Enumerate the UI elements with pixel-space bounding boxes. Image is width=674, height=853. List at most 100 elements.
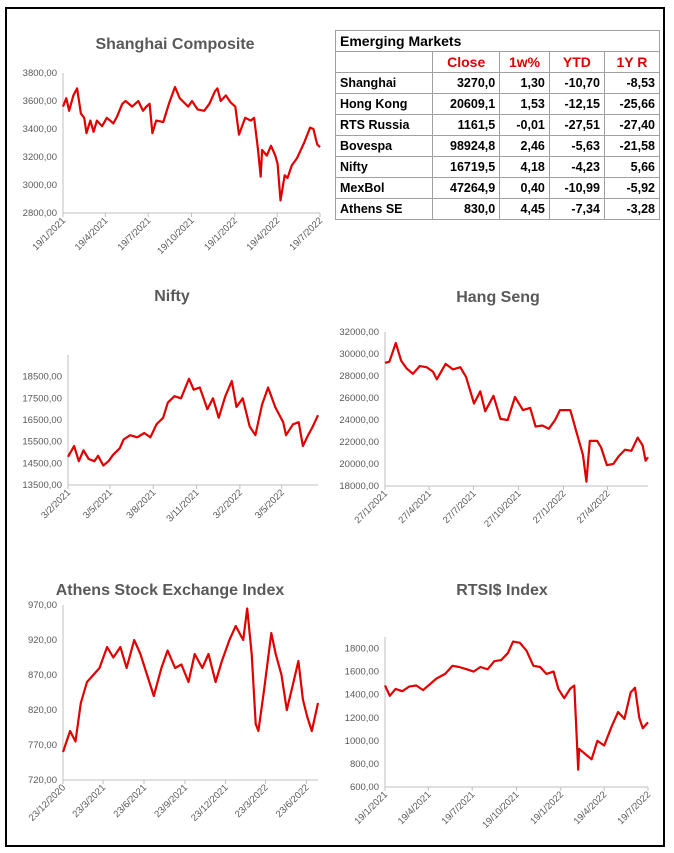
x-tick-label: 19/10/2021 [155, 215, 196, 256]
row-close: 830,0 [432, 198, 501, 220]
row-name: Hong Kong [334, 93, 434, 115]
header-1y: 1Y R [603, 51, 661, 73]
series-line [61, 85, 321, 202]
x-tick-label: 27/1/2022 [531, 488, 569, 526]
x-tick-label: 23/9/2021 [152, 782, 190, 820]
row-name: MexBol [334, 177, 434, 199]
x-tick-label: 3/5/2021 [81, 487, 115, 521]
y-tick-label: 1200,00 [345, 713, 379, 724]
x-tick-label: 23/3/2022 [233, 782, 271, 820]
y-tick-label: 18500,00 [22, 372, 62, 383]
y-tick-label: 3400,00 [23, 124, 57, 135]
x-tick-label: 19/7/2022 [615, 789, 653, 827]
x-tick-label: 23/12/2021 [189, 782, 230, 823]
y-tick-label: 1800,00 [345, 644, 379, 655]
x-tick-label: 27/10/2021 [482, 488, 523, 529]
table-row: Athens SE 830,0 4,45 -7,34 -3,28 [334, 198, 661, 220]
header-1w: 1w% [499, 51, 550, 73]
x-tick-label: 3/2/2021 [39, 487, 73, 521]
y-tick-label: 600,00 [350, 782, 379, 793]
row-1y: -25,66 [603, 93, 661, 115]
row-name: Nifty [334, 156, 434, 178]
chart-title: Hang Seng [456, 289, 540, 306]
table-row: Hong Kong 20609,1 1,53 -12,15 -25,66 [334, 93, 661, 115]
row-close: 20609,1 [432, 93, 501, 115]
x-tick-label: 27/4/2022 [575, 488, 613, 526]
y-tick-label: 800,00 [350, 759, 379, 770]
x-tick-label: 19/1/2022 [202, 215, 240, 253]
x-tick-label: 27/1/2021 [352, 488, 390, 526]
header-close: Close [432, 51, 501, 73]
x-tick-label: 19/4/2021 [73, 215, 111, 253]
emerging-markets-table: Emerging Markets Close 1w% YTD 1Y R Shan… [334, 30, 661, 220]
row-ytd: -10,99 [548, 177, 605, 199]
series-line [67, 377, 319, 467]
x-tick-label: 19/4/2022 [572, 789, 610, 827]
row-name: Bovespa [334, 135, 434, 157]
x-tick-label: 19/4/2021 [396, 789, 434, 827]
x-tick-label: 19/7/2022 [287, 215, 325, 253]
y-tick-label: 970,00 [28, 600, 57, 611]
x-tick-label: 19/1/2022 [528, 789, 566, 827]
table-row: MexBol 47264,9 0,40 -10,99 -5,92 [334, 177, 661, 199]
y-tick-label: 22000,00 [339, 437, 379, 448]
y-tick-label: 28000,00 [339, 371, 379, 382]
chart-nifty: Nifty 13500,00 14500,00 15500,00 16500,00 175… [22, 288, 319, 525]
chart-hang-seng: Hang Seng 18000,00 20000,00 22000,00 24000,0… [339, 289, 649, 530]
row-1w: 4,18 [499, 156, 550, 178]
row-ytd: -5,63 [548, 135, 605, 157]
series-line [384, 640, 649, 771]
y-tick-label: 26000,00 [339, 393, 379, 404]
x-tick-label: 19/4/2022 [245, 215, 283, 253]
table-title: Emerging Markets [335, 30, 660, 52]
row-1w: 1,53 [499, 93, 550, 115]
row-close: 98924,8 [432, 135, 501, 157]
x-tick-label: 27/4/2021 [396, 488, 434, 526]
y-tick-label: 16500,00 [22, 415, 62, 426]
row-ytd: -7,34 [548, 198, 605, 220]
y-tick-label: 770,00 [28, 740, 57, 751]
chart-title: Nifty [154, 288, 190, 305]
y-tick-label: 920,00 [28, 635, 57, 646]
table-row: Nifty 16719,5 4,18 -4,23 5,66 [334, 156, 661, 178]
header-ytd: YTD [548, 51, 605, 73]
series-line [61, 607, 320, 753]
row-ytd: -12,15 [548, 93, 605, 115]
row-close: 16719,5 [432, 156, 501, 178]
row-1y: -8,53 [603, 72, 661, 94]
y-tick-label: 24000,00 [339, 415, 379, 426]
row-close: 1161,5 [432, 114, 501, 136]
table-title-row: Emerging Markets [335, 30, 660, 52]
x-tick-label: 3/11/2021 [164, 487, 201, 524]
row-1w: 4,45 [499, 198, 550, 220]
y-tick-label: 720,00 [28, 775, 57, 786]
x-tick-label: 27/7/2021 [441, 488, 479, 526]
y-tick-label: 30000,00 [339, 349, 379, 360]
table-row: Bovespa 98924,8 2,46 -5,63 -21,58 [334, 135, 661, 157]
row-1w: 0,40 [499, 177, 550, 199]
x-tick-label: 23/6/2022 [274, 782, 312, 820]
row-close: 47264,9 [432, 177, 501, 199]
chart-title: RTSI$ Index [456, 582, 548, 599]
y-tick-label: 18000,00 [339, 481, 379, 492]
chart-athens: Athens Stock Exchange Index 720,00 770,00 8… [27, 582, 320, 824]
x-tick-label: 3/5/2022 [253, 487, 287, 521]
row-ytd: -27,51 [548, 114, 605, 136]
y-tick-label: 1400,00 [345, 690, 379, 701]
x-tick-label: 23/6/2021 [111, 782, 149, 820]
y-tick-label: 14500,00 [22, 458, 62, 469]
row-1y: -5,92 [603, 177, 661, 199]
row-1y: -21,58 [603, 135, 661, 157]
row-1w: 1,30 [499, 72, 550, 94]
x-tick-label: 3/2/2022 [211, 487, 245, 521]
x-tick-label: 3/8/2021 [124, 487, 158, 521]
table-row: RTS Russia 1161,5 -0,01 -27,51 -27,40 [334, 114, 661, 136]
x-tick-label: 23/3/2021 [71, 782, 109, 820]
frame [5, 7, 665, 847]
row-1w: 2,46 [499, 135, 550, 157]
table-header-row: Close 1w% YTD 1Y R [334, 51, 661, 73]
row-1y: -27,40 [603, 114, 661, 136]
y-tick-label: 820,00 [28, 705, 57, 716]
row-1y: -3,28 [603, 198, 661, 220]
